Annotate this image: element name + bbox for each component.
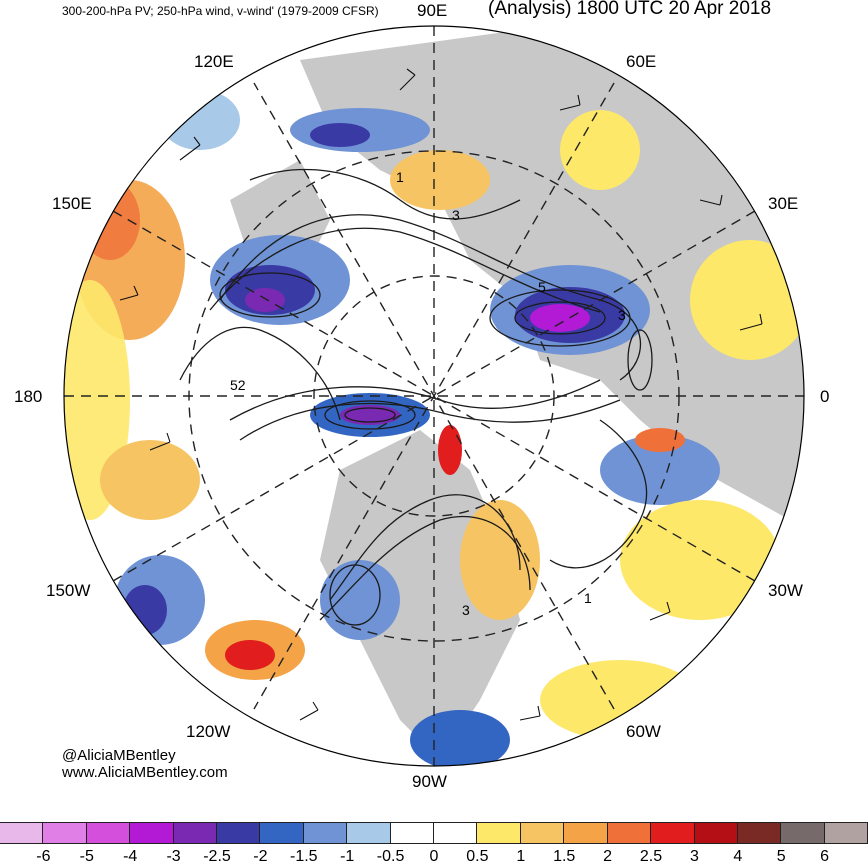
colorbar-swatch [476,822,521,844]
lon-label-30e: 30E [768,194,799,213]
colorbar-tick-label: 4 [733,848,743,865]
colorbar-tick-label: 5 [776,848,786,865]
map-title-left: 300-200-hPa PV; 250-hPa wind, v-wind' (1… [62,4,379,18]
colorbar-ticks: -6 -5 -4 -3 -2.5 -2 -1.5 -1 -0.5 0 0.5 1 1.5 2 2.5 3 4 5 6 [0,848,868,865]
colorbar-tick-label: 6 [820,848,830,865]
lon-label-150w: 150W [46,581,91,600]
credit-handle: @AliciaMBentley [62,747,176,764]
lon-label-120w: 120W [186,722,231,741]
lon-label-60w: 60W [626,722,661,741]
colorbar-tick-label: -5 [79,848,94,865]
contour-label: 3 [618,307,626,323]
colorbar-swatch [780,822,825,844]
graticule [64,26,804,766]
colorbar-tick-label: -0.5 [376,848,405,865]
lon-label-150e: 150E [52,194,92,213]
colorbar-tick-label: 2.5 [639,848,663,865]
colorbar-tick-label: -2.5 [203,848,231,865]
colorbar-swatch [346,822,391,844]
colorbar-swatch [563,822,608,844]
colorbar-tick-label: 0.5 [466,848,489,865]
colorbar-swatch [389,822,435,844]
colorbar-swatch [693,822,738,844]
colorbar-tick-label: 0 [429,848,439,865]
colorbar-swatch [433,822,478,844]
colorbar-tick-label: 1.5 [553,848,576,865]
lon-label-180: 180 [14,387,43,406]
colorbar-swatch [736,822,782,844]
contour-label: 3 [452,207,460,223]
colorbar-tick-label: -3 [166,848,181,865]
colorbar-swatch [216,822,261,844]
lon-label-120e: 120E [194,52,234,71]
colorbar-tick-label: -6 [36,848,51,865]
lon-label-30w: 30W [768,581,803,600]
lon-label-90w: 90W [412,772,447,791]
colorbar-tick-label: -1 [340,848,355,865]
lon-label-90e: 90E [417,1,448,20]
colorbar-swatch [85,822,131,844]
colorbar-tick-label: 1 [516,848,526,865]
contour-label: 52 [230,377,246,393]
colorbar-swatch [606,822,652,844]
colorbar [0,822,868,844]
colorbar-swatch [42,822,87,844]
colorbar-swatch [129,822,174,844]
colorbar-swatch [0,822,44,844]
credit-website[interactable]: www.AliciaMBentley.com [62,764,228,781]
colorbar-tick-label: 2 [603,848,613,865]
colorbar-swatch [302,822,348,844]
colorbar-tick-label: -4 [123,848,138,865]
contour-label: 5 [538,279,546,295]
colorbar-swatch [259,822,304,844]
colorbar-swatch [650,822,695,844]
contour-label: 1 [584,590,592,606]
contour-label: 3 [462,602,470,618]
lon-label-0: 0 [820,387,830,406]
colorbar-swatch [823,822,868,844]
map-title-right: (Analysis) 1800 UTC 20 Apr 2018 [488,0,772,19]
colorbar-tick-label: 3 [689,848,699,865]
contour-label: 1 [396,169,404,185]
colorbar-tick-label: -2 [253,848,268,865]
lon-label-60e: 60E [626,52,657,71]
wind-barbs [119,68,763,721]
colorbar-swatch [172,822,218,844]
colorbar-swatch [519,822,565,844]
map-border [63,25,805,767]
colorbar-tick-label: -1.5 [290,848,318,865]
